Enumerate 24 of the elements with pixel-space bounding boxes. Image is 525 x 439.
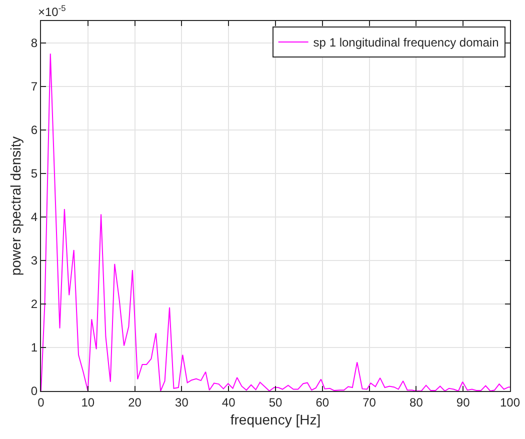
x-tick-label: 80 [410, 395, 424, 410]
x-tick-label: 20 [128, 395, 142, 410]
y-tick-label: 0 [30, 384, 38, 398]
y-tick-label: 3 [30, 254, 38, 268]
x-tick-label: 100 [500, 395, 520, 410]
legend-label: sp 1 longitudinal frequency domain [313, 36, 499, 50]
y-tick-label: 5 [30, 166, 38, 181]
y-tick-label: 2 [30, 297, 38, 312]
y-tick-label: 1 [30, 340, 38, 355]
y-tick-label: 4 [30, 210, 38, 224]
x-tick-label: 70 [362, 395, 376, 410]
x-tick-label: 50 [268, 395, 282, 410]
x-tick-label: 10 [81, 395, 95, 410]
y-tick-label: 6 [30, 123, 38, 138]
x-tick-label: 40 [222, 395, 236, 410]
x-tick-label: 90 [456, 395, 470, 410]
y-tick-label: 7 [30, 79, 38, 94]
line-series [41, 53, 510, 391]
y-tick-label: 8 [30, 36, 38, 50]
x-tick-label: 30 [175, 395, 189, 410]
y-axis-title: power spectral density [8, 136, 24, 276]
x-axis-title: frequency [Hz] [230, 412, 321, 428]
text: ×10$^{-5}$ [38, 3, 66, 20]
x-tick-label: 60 [316, 395, 330, 410]
